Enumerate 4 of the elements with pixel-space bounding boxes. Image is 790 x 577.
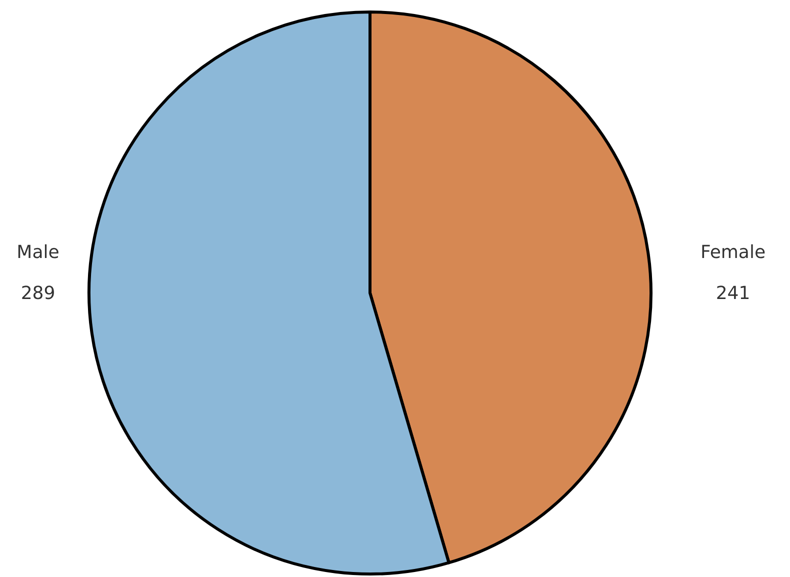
slice-label: Female	[700, 242, 766, 263]
data-label: 289	[20, 283, 56, 304]
data-label: 241	[716, 283, 750, 304]
slice-label: Male	[16, 242, 60, 263]
